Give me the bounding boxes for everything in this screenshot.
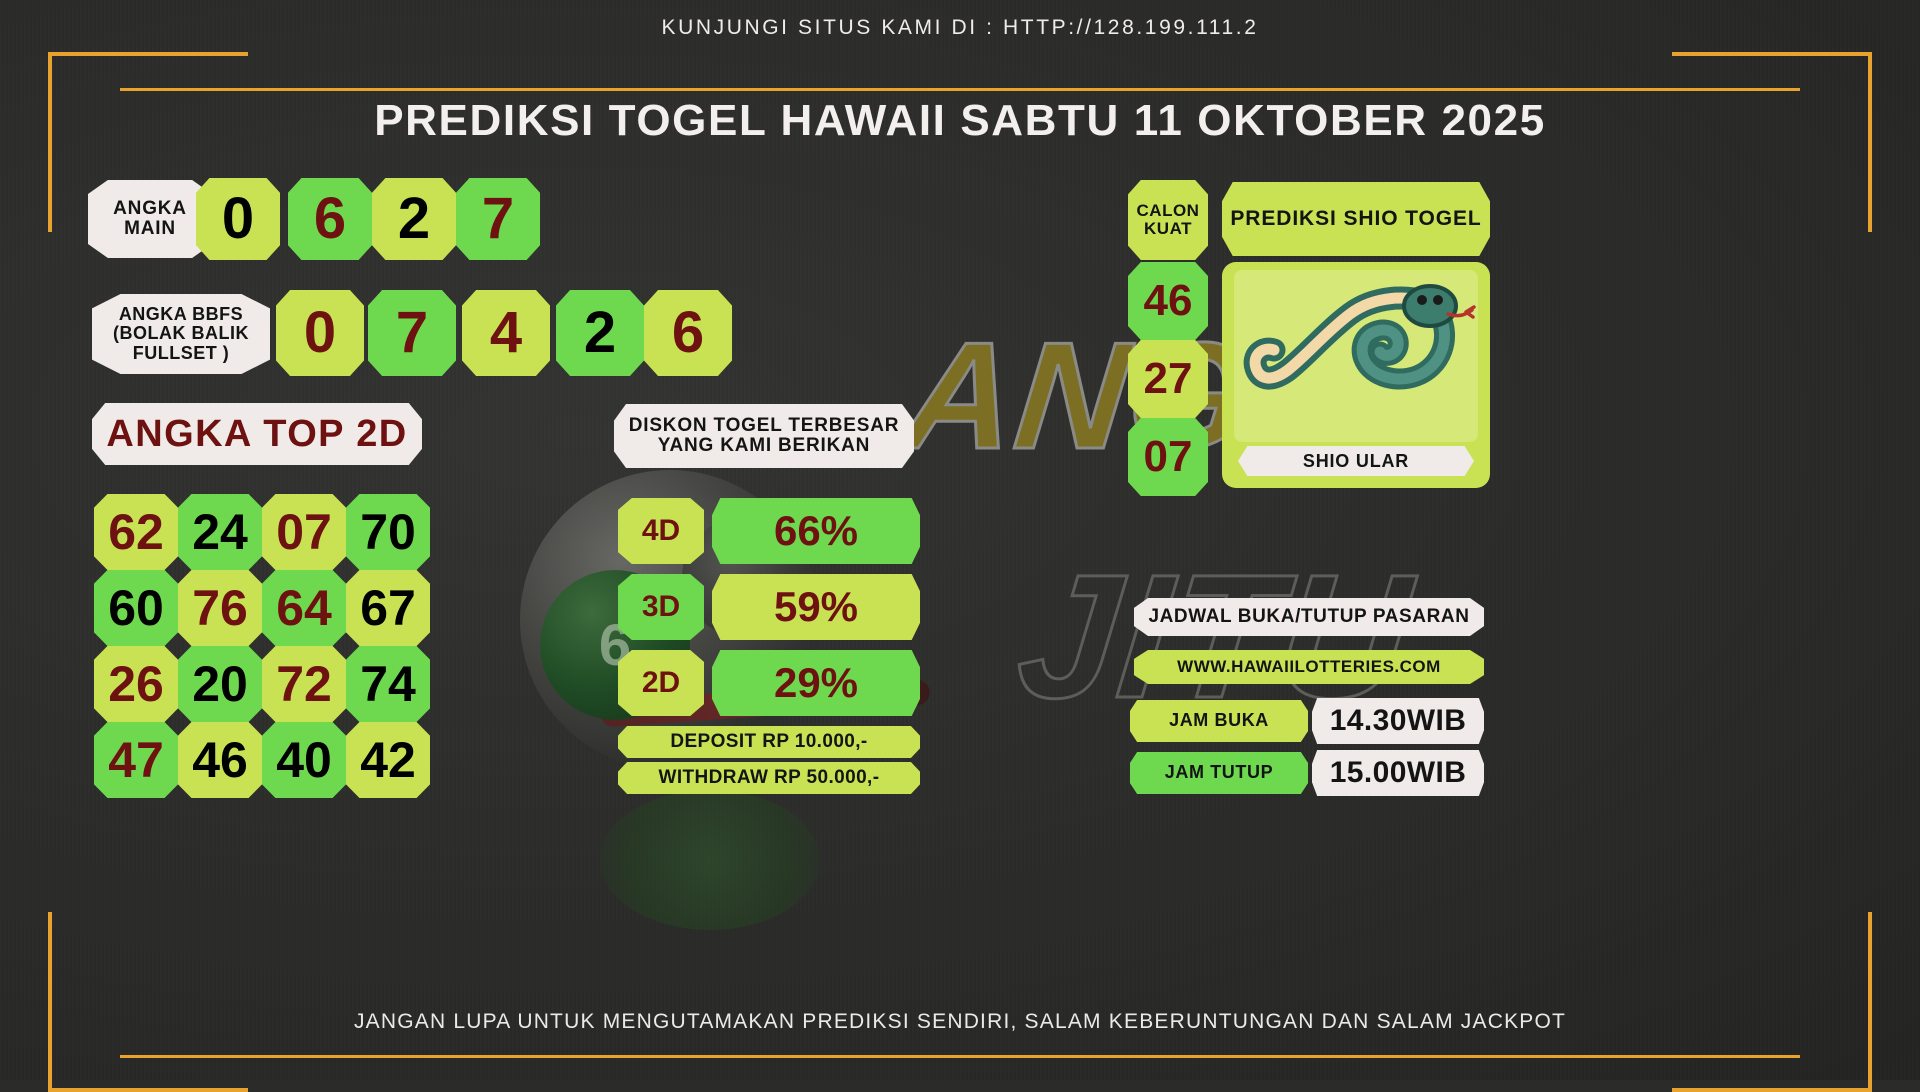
jadwal-title: JADWAL BUKA/TUTUP PASARAN [1134,598,1484,636]
watermark-jitu-text: JITU [1008,538,1421,737]
frame-bottom-rule [120,1055,1800,1058]
angka-top-2d-cell: 74 [346,646,430,722]
angka-top-2d-cell: 72 [262,646,346,722]
angka-top-2d-cell: 60 [94,570,178,646]
angka-main-digit: 0 [196,178,280,260]
calon-kuat-number: 07 [1128,418,1208,496]
angka-top-2d-cell: 40 [262,722,346,798]
angka-top-2d-cell: 64 [262,570,346,646]
angka-top-2d-cell: 07 [262,494,346,570]
angka-top-2d-label: ANGKA TOP 2D [92,403,422,465]
snake-illustration-icon [1234,270,1478,442]
withdraw-note: WITHDRAW RP 50.000,- [618,762,920,794]
diskon-title-line1: DISKON TOGEL TERBESAR [628,414,900,436]
frame-corner-top-left [48,52,248,232]
angka-top-2d-cell: 62 [94,494,178,570]
diskon-value: 29% [712,650,920,716]
diskon-value: 66% [712,498,920,564]
angka-top-2d-cell: 24 [178,494,262,570]
diskon-value: 59% [712,574,920,640]
jadwal-value: 15.00WIB [1312,750,1484,796]
frame-corner-bottom-right [1672,912,1872,1092]
jadwal-key: JAM TUTUP [1130,752,1308,794]
shio-name: SHIO ULAR [1238,446,1474,476]
diskon-tag: 4D [618,498,704,564]
diskon-title: DISKON TOGEL TERBESAR YANG KAMI BERIKAN [614,404,914,468]
page-title: PREDIKSI TOGEL HAWAII SABTU 11 OKTOBER 2… [374,96,1546,145]
angka-bbfs-label: ANGKA BBFS (BOLAK BALIK FULLSET ) [92,294,270,374]
jadwal-key: JAM BUKA [1130,700,1308,742]
green-glow-watermark [600,790,820,930]
diskon-tag: 3D [618,574,704,640]
angka-bbfs-digit: 6 [644,290,732,376]
frame-corner-bottom-left [48,912,248,1092]
deposit-note: DEPOSIT RP 10.000,- [618,726,920,758]
frame-top-rule [120,88,1800,91]
diskon-tag: 2D [618,650,704,716]
angka-top-2d-cell: 20 [178,646,262,722]
angka-main-digit: 6 [288,178,372,260]
shio-title: PREDIKSI SHIO TOGEL [1222,182,1490,256]
angka-top-2d-cell: 70 [346,494,430,570]
angka-bbfs-digit: 4 [462,290,550,376]
footer-note: JANGAN LUPA UNTUK MENGUTAMAKAN PREDIKSI … [353,1010,1567,1033]
angka-bbfs-digit: 0 [276,290,364,376]
angka-top-2d-cell: 42 [346,722,430,798]
angka-top-2d-cell: 26 [94,646,178,722]
angka-top-2d-cell: 76 [178,570,262,646]
angka-top-2d-cell: 47 [94,722,178,798]
angka-bbfs-digit: 2 [556,290,644,376]
calon-kuat-label: CALON KUAT [1128,180,1208,260]
angka-main-label: ANGKA MAIN [88,180,212,258]
diskon-title-line2: YANG KAMI BERIKAN [657,435,871,456]
angka-top-2d-cell: 67 [346,570,430,646]
jadwal-website: WWW.HAWAIILOTTERIES.COM [1134,650,1484,684]
jadwal-value: 14.30WIB [1312,698,1484,744]
angka-main-digit: 7 [456,178,540,260]
frame-corner-top-right [1672,52,1872,232]
calon-kuat-number: 46 [1128,262,1208,340]
angka-main-digit: 2 [372,178,456,260]
angka-bbfs-digit: 7 [368,290,456,376]
site-url-banner: KUNJUNGI SITUS KAMI DI : HTTP://128.199.… [661,16,1259,39]
angka-top-2d-cell: 46 [178,722,262,798]
calon-kuat-number: 27 [1128,340,1208,418]
